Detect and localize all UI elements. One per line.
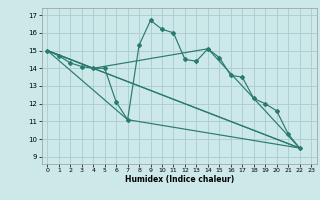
X-axis label: Humidex (Indice chaleur): Humidex (Indice chaleur) [124, 175, 234, 184]
